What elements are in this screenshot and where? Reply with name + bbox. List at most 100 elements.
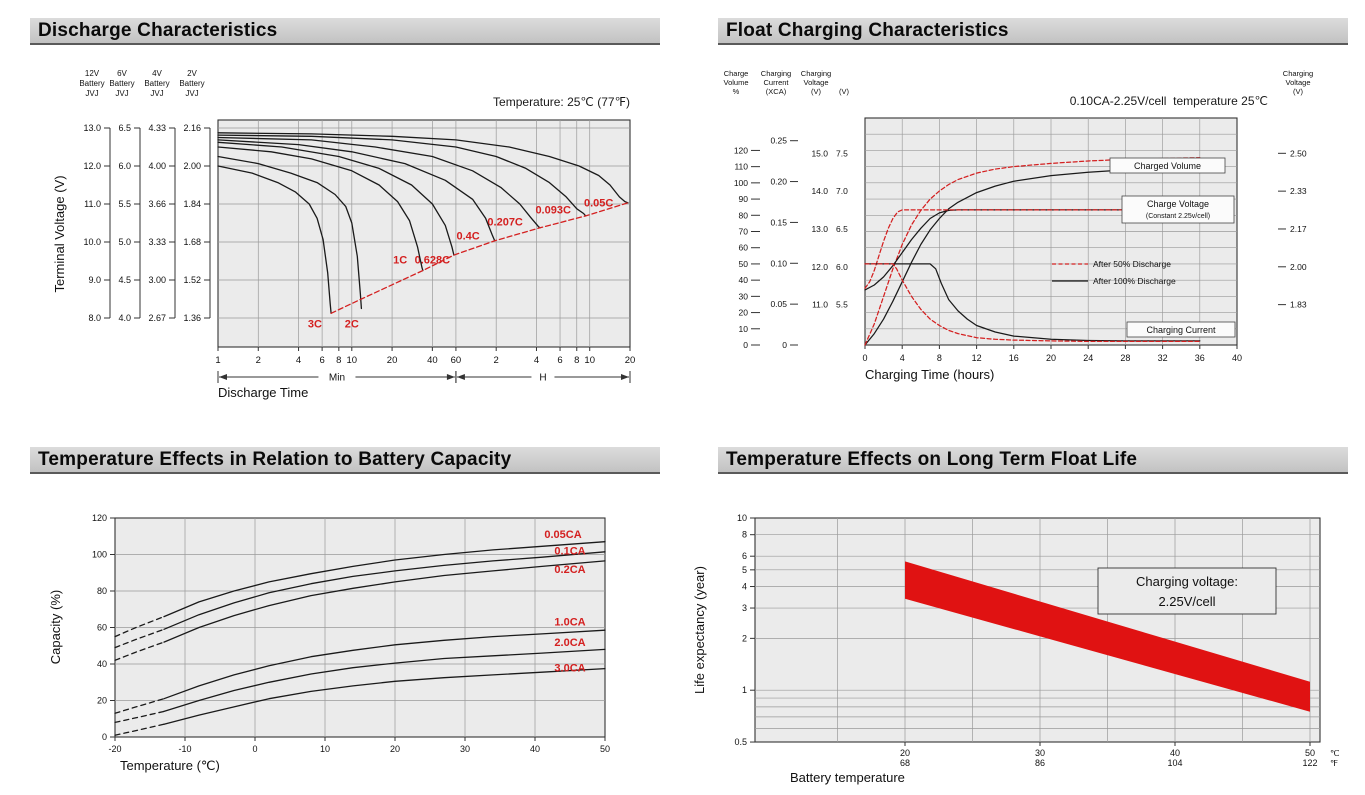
x-tick-label: 8 — [336, 355, 341, 366]
discharge-chart: 13.012.011.010.09.08.012VBatteryJVJ6.56.… — [52, 69, 636, 400]
series-label: 0.2CA — [554, 564, 585, 576]
scale-header: Battery — [144, 79, 169, 88]
axis-header: Charge — [724, 69, 749, 78]
charged-volume-label-box — [1109, 157, 1226, 174]
axis-header: Charging — [801, 69, 831, 78]
xca-tick: 0.10 — [770, 258, 787, 268]
scale-value: 1.52 — [183, 275, 201, 285]
axis-header: Current — [763, 78, 789, 87]
x-tick-label: 8 — [937, 353, 942, 363]
series-label: 0.093C — [535, 205, 571, 217]
series-charged_volume_100 — [864, 165, 1201, 346]
x-tick-f: 104 — [1167, 758, 1182, 768]
temp-capacity-title: Temperature Effects in Relation to Batte… — [30, 447, 660, 474]
y-tick-label: 0.5 — [734, 737, 747, 747]
axis-header: Charging — [1283, 69, 1313, 78]
x-tick-label: 10 — [584, 355, 595, 366]
arrow-head — [456, 374, 465, 380]
x-tick-label: 50 — [600, 744, 610, 754]
discharge-title: Discharge Characteristics — [30, 18, 660, 45]
scale-value: 2.67 — [148, 313, 166, 323]
y-tick-label: 3 — [742, 603, 747, 613]
temp-capacity-chart: 0 20 40 60 80 100 120 -20 -10 0 10 20 30 40 50 0.05CA 0.… — [48, 513, 610, 773]
axis-header: Charging — [761, 69, 791, 78]
axis-header: Voltage — [803, 78, 828, 87]
scale-value: 10.0 — [83, 237, 101, 247]
x-tick-label: 28 — [1120, 353, 1130, 363]
x-tick-label: 40 — [427, 355, 438, 366]
right-tick: 1.83 — [1290, 300, 1307, 310]
y-tick-label: 1 — [742, 685, 747, 695]
y-tick-label: 6 — [742, 551, 747, 561]
arrow-head — [446, 374, 455, 380]
life-band — [905, 561, 1310, 712]
xca-tick: 0.20 — [770, 177, 787, 187]
scale-value: 1.36 — [183, 313, 201, 323]
series-label: 0.207C — [487, 216, 523, 228]
scale-value: 4.5 — [118, 275, 131, 285]
x-tick-label: 6 — [557, 355, 562, 366]
y-tick-label: 40 — [97, 659, 107, 669]
pct-tick: 80 — [739, 210, 749, 220]
annotation-text: 2.25V/cell — [1158, 594, 1215, 609]
x-axis-title: Discharge Time — [218, 385, 308, 400]
xca-tick: 0.25 — [770, 136, 787, 146]
series-label: 3.0CA — [554, 662, 585, 674]
pct-tick: 30 — [739, 291, 749, 301]
y-tick-label: 0 — [102, 732, 107, 742]
legend-label: After 100% Discharge — [1093, 276, 1176, 286]
x-axis-title: Battery temperature — [790, 770, 905, 785]
discharge-annotation: Temperature: 25℃ (77℉) — [493, 95, 630, 109]
y-tick-label: 10 — [737, 513, 747, 523]
x-tick-label: 40 — [530, 744, 540, 754]
pct-tick: 110 — [734, 162, 748, 172]
series-0.207C — [217, 136, 541, 229]
series-3C — [217, 165, 332, 314]
x-tick-label: -10 — [178, 744, 191, 754]
float-charging-title: Float Charging Characteristics — [718, 18, 1348, 45]
y-tick-label: 100 — [92, 550, 107, 560]
series-3.0CA — [163, 667, 606, 725]
x-tick-f: 68 — [900, 758, 910, 768]
series-0.093C — [217, 134, 587, 217]
scale-value: 13.0 — [83, 123, 101, 133]
x-tick-label: 32 — [1158, 353, 1168, 363]
series-label: 2C — [345, 319, 359, 331]
series-0.2CA — [163, 560, 606, 643]
v6-tick: 5.5 — [836, 300, 848, 310]
x-tick-label: -20 — [108, 744, 121, 754]
scale-value: 4.33 — [148, 123, 166, 133]
series-charge_voltage_50 — [864, 209, 1201, 289]
axis-header: (V) — [1293, 87, 1304, 96]
series-label: 0.1CA — [554, 546, 585, 558]
scale-header: JVJ — [150, 89, 163, 98]
series-label: 0.05CA — [544, 529, 581, 541]
x-tick-f: 86 — [1035, 758, 1045, 768]
x-tick-f: 122 — [1302, 758, 1317, 768]
series-2.0CA — [163, 648, 606, 713]
pct-tick: 10 — [739, 324, 749, 334]
x-tick-label: 6 — [319, 355, 324, 366]
x-axis-title: Charging Time (hours) — [865, 367, 994, 382]
x-tick-c: 50 — [1305, 748, 1315, 758]
series-charged_volume_50 — [864, 157, 1201, 346]
scale-header: 4V — [152, 69, 162, 78]
x-tick-label: 4 — [296, 355, 301, 366]
x-tick-label: 60 — [451, 355, 462, 366]
series-label: 2.0CA — [554, 637, 585, 649]
scale-value: 3.00 — [148, 275, 166, 285]
charged-volume-label: Charged Volume — [1134, 161, 1201, 171]
xca-tick: 0.05 — [770, 299, 787, 309]
y-tick-label: 5 — [742, 565, 747, 575]
x-tick-label: 20 — [625, 355, 636, 366]
y-tick-label: 8 — [742, 530, 747, 540]
right-tick: 2.50 — [1290, 148, 1307, 158]
x-tick-label: 10 — [347, 355, 358, 366]
series-0.05C — [217, 132, 629, 204]
y-axis-title: Capacity (%) — [48, 590, 63, 664]
right-tick: 2.17 — [1290, 224, 1307, 234]
scale-value: 8.0 — [88, 313, 101, 323]
float-charging-chart: 010203040506070809010011012000.050.100.1… — [723, 69, 1313, 382]
